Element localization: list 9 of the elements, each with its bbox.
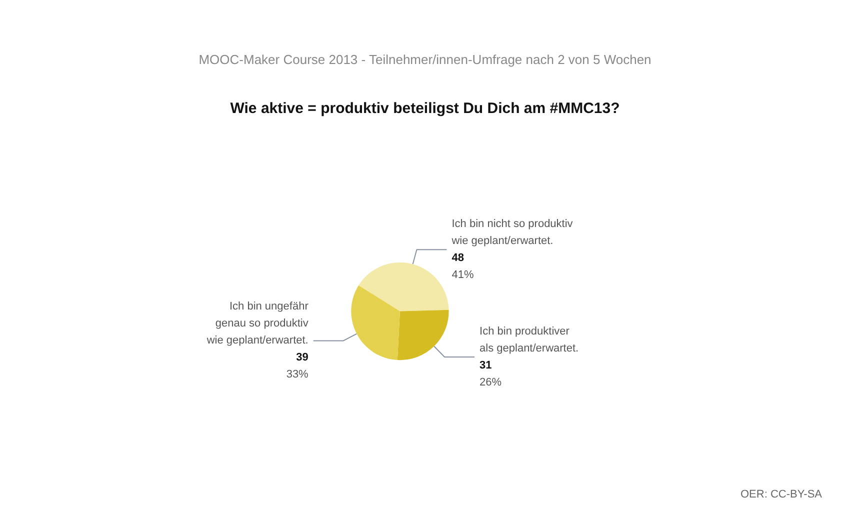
slice-label: Ich bin produktiver als geplant/erwartet.	[480, 325, 579, 354]
slice-label: Ich bin ungefähr genau so produktiv wie geplant/erwartet.	[206, 300, 309, 347]
data-label: 48 41%	[452, 252, 474, 282]
data-label: 39 33%	[286, 352, 309, 381]
chart-title: Wie aktive = produktiv beteiligst Du Dich am #MMC13?	[230, 100, 620, 117]
slice-label: Ich bin nicht so produktiv wie geplant/erwartet.	[450, 218, 574, 248]
data-label: 31 26%	[480, 359, 502, 388]
chart-subtitle: MOOC-Maker Course 2013 - Teilnehmer/innen-Umfrage nach 2 von 5 Wochen	[198, 52, 652, 67]
text: OER: CC-BY-SA	[740, 488, 823, 500]
